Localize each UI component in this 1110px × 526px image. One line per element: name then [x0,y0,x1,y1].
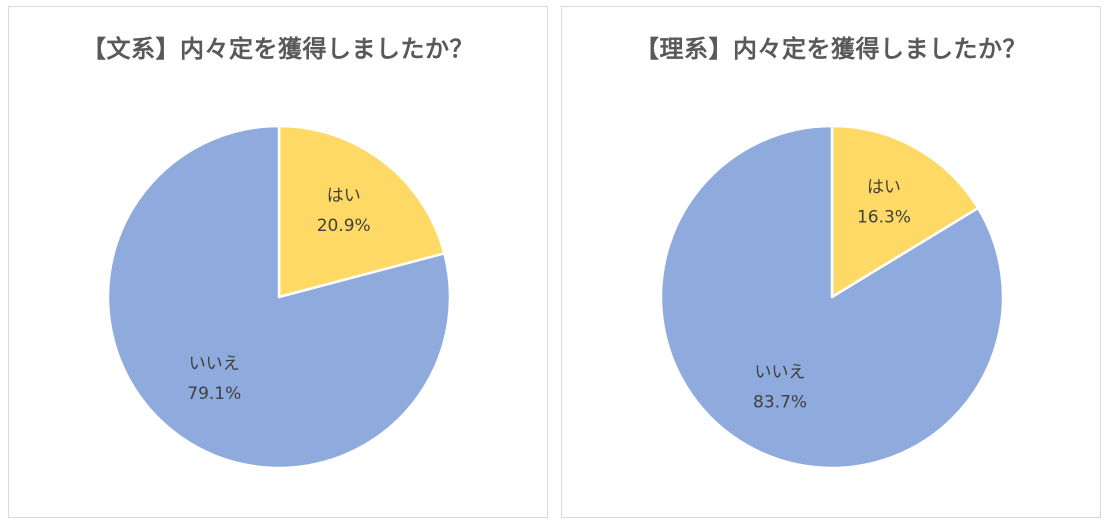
slice-no [106,124,452,470]
pie-chart-humanities: はい 20.9% いいえ 79.1% [106,124,452,470]
slice-no [659,124,1005,470]
slice-yes-category-label: はい [867,178,901,198]
slice-no-category-label: いいえ [755,362,806,382]
chart-title: 【文系】内々定を獲得しましたか？ [82,35,474,63]
pie-chart-sciences: はい 16.3% いいえ 83.7% [659,124,1005,470]
slice-yes [830,124,980,299]
pie-chart-panel-sciences: 【理系】内々定を獲得しましたか？ はい 16.3% いいえ 83.7% [561,6,1101,518]
slice-yes [277,124,446,299]
chart-title: 【理系】内々定を獲得しましたか？ [635,35,1027,63]
slice-no-category-label: いいえ [189,354,240,374]
slice-yes-category-label: はい [327,186,361,206]
slice-yes-percent-label: 20.9% [317,216,371,236]
pie-chart-panel-humanities: 【文系】内々定を獲得しましたか？ はい 20.9% いいえ 79.1% [8,6,548,518]
slice-no-percent-label: 79.1% [187,384,241,404]
slice-yes-percent-label: 16.3% [857,208,911,228]
slice-no-percent-label: 83.7% [753,392,807,412]
